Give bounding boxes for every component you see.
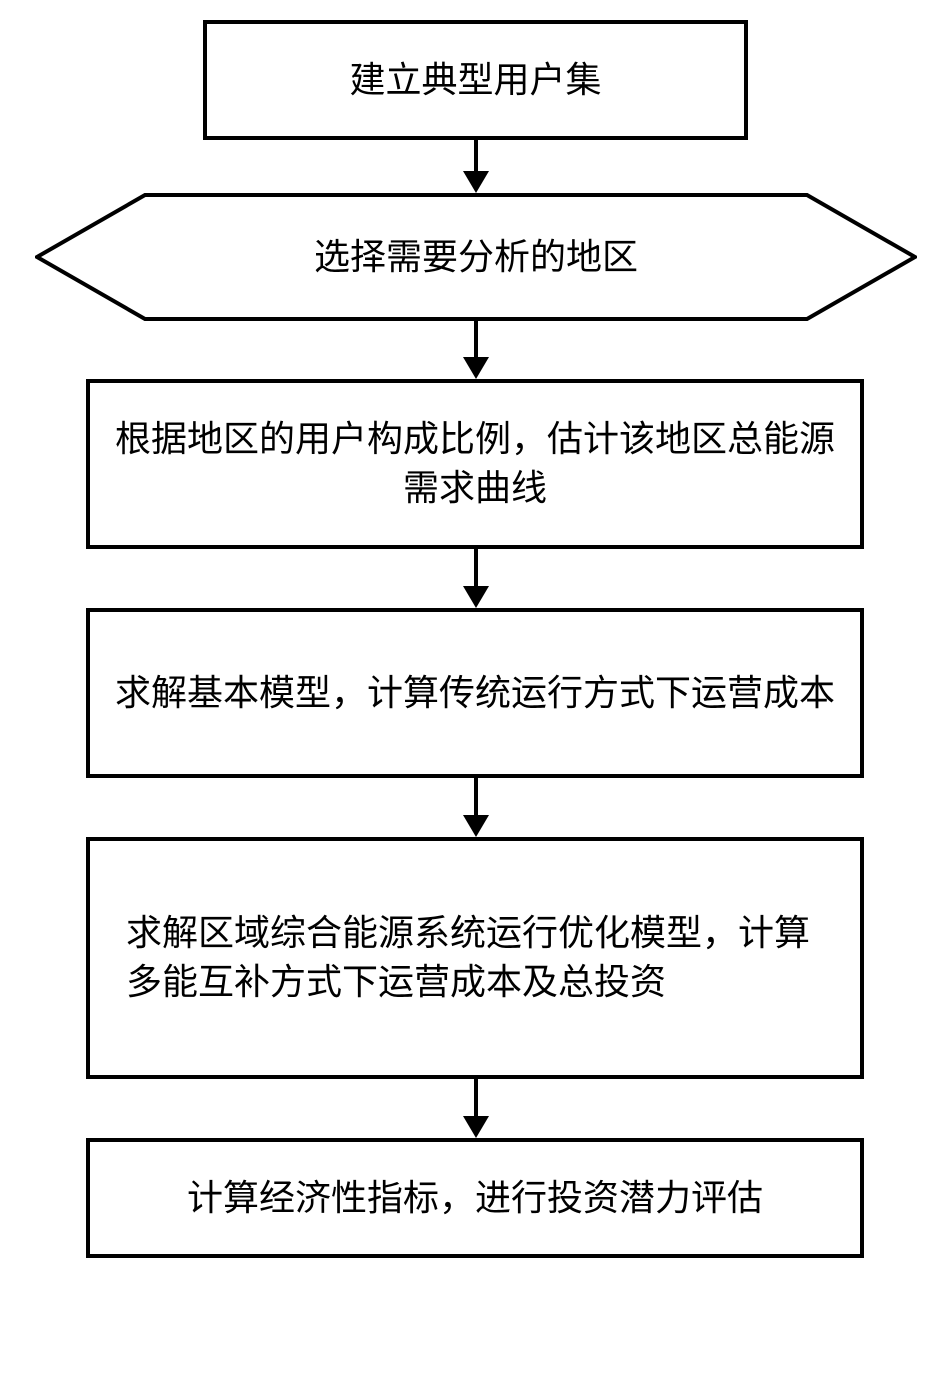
flow-node-label: 计算经济性指标，进行投资潜力评估 (187, 1174, 763, 1223)
flow-node-label: 选择需要分析的地区 (314, 233, 638, 282)
flow-node-rect: 求解基本模型，计算传统运行方式下运营成本 (86, 608, 864, 778)
flow-node-label: 求解区域综合能源系统运行优化模型，计算多能互补方式下运营成本及总投资 (126, 909, 824, 1006)
flow-node-rect: 计算经济性指标，进行投资潜力评估 (86, 1138, 864, 1258)
flow-node-decision: 选择需要分析的地区 (35, 193, 917, 321)
flow-node-label: 建立典型用户集 (349, 56, 601, 105)
flow-node-rect: 建立典型用户集 (203, 20, 748, 140)
flow-node-label: 根据地区的用户构成比例，估计该地区总能源需求曲线 (110, 415, 840, 512)
flow-node-rect: 求解区域综合能源系统运行优化模型，计算多能互补方式下运营成本及总投资 (86, 837, 864, 1079)
flow-node-rect: 根据地区的用户构成比例，估计该地区总能源需求曲线 (86, 379, 864, 549)
flow-node-label: 求解基本模型，计算传统运行方式下运营成本 (115, 669, 835, 718)
